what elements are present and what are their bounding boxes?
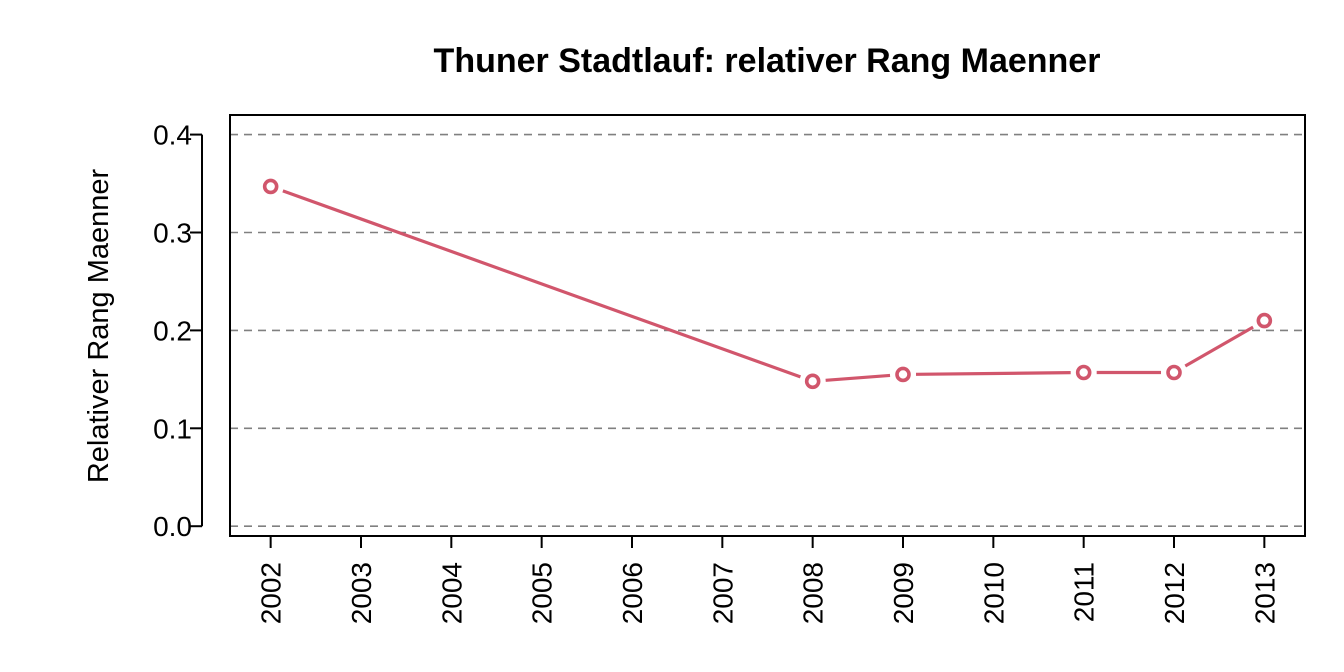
series-line-segment (1184, 325, 1254, 368)
grid-layer (230, 133, 1305, 528)
plot-frame (229, 114, 1306, 537)
series-layer (262, 178, 1273, 390)
x-tick-label: 2007 (707, 562, 738, 624)
series-line-segment (915, 371, 1071, 376)
y-tick-label: 0.1 (153, 413, 192, 444)
series-line-segment (825, 373, 891, 382)
x-tick-label: 2011 (1069, 562, 1100, 622)
x-tick-label: 2005 (527, 562, 558, 624)
chart-title: Thuner Stadtlauf: relativer Rang Maenner (434, 42, 1101, 80)
data-point (895, 366, 911, 383)
data-point (1166, 364, 1182, 381)
x-tick-label: 2010 (978, 562, 1009, 624)
y-axis-label: Relativer Rang Maenner (83, 168, 115, 483)
data-point (1075, 364, 1092, 381)
series-line-segment (282, 189, 801, 379)
x-tick-label: 2013 (1249, 562, 1280, 624)
x-tick-label: 2012 (1159, 562, 1190, 624)
x-tick-label: 2009 (888, 562, 919, 624)
x-tick-label: 2008 (798, 562, 829, 624)
data-point (804, 373, 821, 390)
y-tick-label: 0.2 (153, 315, 192, 346)
x-tick-label: 2003 (346, 562, 377, 624)
y-tick-label: 0.0 (153, 511, 192, 542)
x-tick-label: 2002 (256, 562, 287, 624)
x-tick-label: 2006 (617, 562, 648, 624)
y-tick-label: 0.4 (153, 120, 192, 151)
data-point (1256, 312, 1273, 329)
y-tick-label: 0.3 (153, 217, 192, 248)
data-point (262, 178, 279, 195)
x-tick-label: 2004 (436, 562, 467, 624)
